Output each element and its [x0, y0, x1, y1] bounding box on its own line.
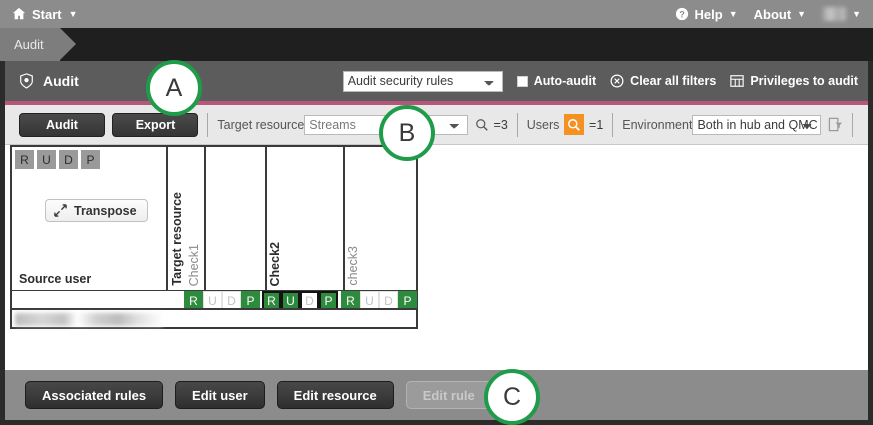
transpose-label: Transpose — [74, 203, 137, 218]
help-caret-down-icon[interactable]: ▼ — [728, 8, 738, 19]
chip-group-check2: R U D P — [262, 291, 338, 310]
shield-icon — [19, 73, 34, 89]
chip-check3-p[interactable]: P — [398, 291, 417, 310]
audit-toolbar: Audit Export Target resource Streams =3 … — [5, 105, 868, 145]
global-nav-bar: Start ▼ ? Help ▼ About ▼ ▼ — [0, 0, 873, 28]
question-circle-icon: ? — [675, 7, 689, 21]
about-menu-label: About — [753, 6, 792, 22]
legend-p: P — [81, 150, 100, 169]
matrix-divider-col1 — [204, 147, 206, 290]
transpose-button[interactable]: Transpose — [45, 199, 148, 222]
target-resource-count: =3 — [493, 117, 508, 132]
chip-check3-r[interactable]: R — [341, 291, 360, 310]
users-count: =1 — [589, 117, 604, 132]
chip-check1-p[interactable]: P — [241, 291, 260, 310]
clear-all-filters-button[interactable]: Clear all filters — [610, 74, 716, 88]
breadcrumb-item-audit[interactable]: Audit — [0, 28, 76, 61]
audit-rules-select[interactable]: Audit security rules — [342, 70, 503, 92]
home-icon — [12, 7, 26, 21]
privileges-to-audit-button[interactable]: Privileges to audit — [730, 74, 858, 88]
about-caret-down-icon[interactable]: ▼ — [797, 8, 807, 19]
toolbar-divider-3 — [612, 112, 614, 137]
help-menu-label: Help — [694, 6, 723, 22]
matrix-header-box: R U D P Transpose Source user — [10, 145, 418, 310]
legend-u: U — [37, 150, 56, 169]
target-resource-label: Target resource — [217, 117, 305, 132]
auto-audit-checkbox-box[interactable] — [516, 75, 528, 87]
source-user-label: Source user — [19, 272, 92, 286]
audit-matrix: R U D P Transpose Source user — [5, 145, 868, 365]
toolbar-divider-4 — [852, 112, 853, 137]
environment-select[interactable]: Both in hub and QMC — [692, 114, 822, 135]
audit-header: Audit Audit security rules Auto-audit Cl… — [5, 61, 868, 105]
page-title-label: Audit — [43, 73, 79, 89]
start-caret-down-icon[interactable]: ▼ — [68, 8, 78, 19]
users-label: Users — [526, 117, 560, 132]
auto-audit-checkbox[interactable]: Auto-audit — [516, 74, 597, 88]
table-icon — [730, 74, 745, 88]
audit-button[interactable]: Audit — [19, 112, 105, 137]
toolbar-divider-1 — [207, 112, 209, 137]
toolbar-divider-2 — [516, 112, 518, 137]
annotation-bubble-c: C — [484, 369, 540, 425]
svg-text:?: ? — [679, 10, 684, 20]
legend-d: D — [59, 150, 78, 169]
avatar — [822, 7, 847, 21]
matrix-chip-row: R U D P R U D P R U D P — [12, 290, 417, 310]
annotation-bubble-a: A — [146, 60, 202, 116]
column-header-check3[interactable]: check3 — [346, 246, 360, 286]
user-menu-button[interactable]: ▼ — [822, 7, 861, 21]
edit-user-button[interactable]: Edit user — [175, 381, 265, 409]
associated-rules-button[interactable]: Associated rules — [25, 381, 164, 409]
rudp-legend: R U D P — [15, 150, 100, 169]
column-header-check1[interactable]: Check1 — [187, 243, 201, 286]
search-icon[interactable] — [475, 118, 489, 132]
users-search-icon[interactable] — [564, 114, 585, 135]
start-menu-button[interactable]: Start — [12, 7, 62, 22]
cancel-circle-icon — [610, 74, 624, 88]
column-header-check2[interactable]: Check2 — [268, 241, 282, 286]
breadcrumb-label: Audit — [14, 37, 44, 52]
matrix-divider-col2 — [265, 147, 267, 290]
page-title: Audit — [19, 73, 79, 89]
audit-panel: Audit Audit security rules Auto-audit Cl… — [0, 61, 873, 425]
clear-all-filters-label: Clear all filters — [630, 74, 717, 88]
action-bar: Associated rules Edit user Edit resource… — [5, 370, 868, 420]
start-menu-label: Start — [32, 6, 62, 22]
privileges-to-audit-label: Privileges to audit — [750, 74, 858, 88]
matrix-divider-target — [166, 147, 168, 290]
transpose-arrows-icon — [54, 204, 67, 217]
legend-r: R — [15, 150, 34, 169]
annotation-bubble-b: B — [379, 105, 435, 161]
filter-export-icon[interactable] — [828, 117, 843, 132]
edit-rule-button: Edit rule — [405, 381, 492, 409]
table-row[interactable] — [10, 308, 418, 329]
export-button[interactable]: Export — [112, 112, 199, 137]
user-caret-down-icon[interactable]: ▼ — [852, 8, 861, 19]
target-resource-axis-label: Target resource — [170, 192, 184, 286]
chip-check2-u[interactable]: U — [281, 291, 300, 310]
environment-label: Environment — [622, 117, 693, 132]
about-menu-button[interactable]: About ▼ — [754, 7, 806, 22]
auto-audit-label: Auto-audit — [533, 74, 597, 88]
help-menu-button[interactable]: ? Help ▼ — [675, 7, 738, 22]
matrix-divider-col3 — [343, 147, 345, 290]
edit-resource-button[interactable]: Edit resource — [276, 381, 394, 409]
source-user-value — [15, 313, 163, 326]
chip-check1-d[interactable]: D — [222, 291, 241, 310]
breadcrumb-bar: Audit — [0, 28, 873, 61]
chip-check1-r[interactable]: R — [184, 291, 203, 310]
